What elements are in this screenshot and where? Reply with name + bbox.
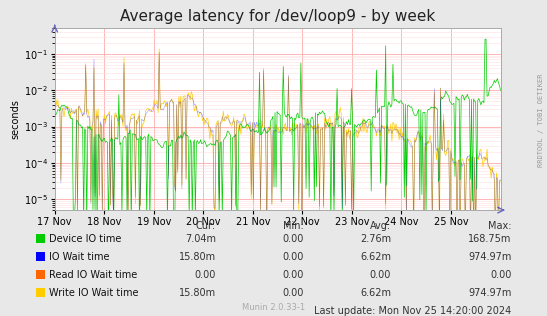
Text: 0.00: 0.00 bbox=[282, 270, 304, 280]
Text: 0.00: 0.00 bbox=[490, 270, 511, 280]
Text: Cur:: Cur: bbox=[196, 221, 216, 231]
Text: Max:: Max: bbox=[488, 221, 511, 231]
Y-axis label: seconds: seconds bbox=[11, 99, 21, 139]
Title: Average latency for /dev/loop9 - by week: Average latency for /dev/loop9 - by week bbox=[120, 9, 435, 25]
Text: Read IO Wait time: Read IO Wait time bbox=[49, 270, 137, 280]
Text: Munin 2.0.33-1: Munin 2.0.33-1 bbox=[242, 303, 305, 312]
Text: 974.97m: 974.97m bbox=[468, 252, 511, 262]
Text: 0.00: 0.00 bbox=[195, 270, 216, 280]
Text: IO Wait time: IO Wait time bbox=[49, 252, 110, 262]
Text: 6.62m: 6.62m bbox=[360, 288, 391, 298]
Text: Min:: Min: bbox=[283, 221, 304, 231]
Text: 7.04m: 7.04m bbox=[185, 234, 216, 244]
Text: 168.75m: 168.75m bbox=[468, 234, 511, 244]
Text: 15.80m: 15.80m bbox=[179, 252, 216, 262]
Text: 0.00: 0.00 bbox=[282, 234, 304, 244]
Text: Write IO Wait time: Write IO Wait time bbox=[49, 288, 139, 298]
Text: Avg:: Avg: bbox=[370, 221, 391, 231]
Text: Device IO time: Device IO time bbox=[49, 234, 121, 244]
Text: 0.00: 0.00 bbox=[370, 270, 391, 280]
Text: RRDTOOL / TOBI OETIKER: RRDTOOL / TOBI OETIKER bbox=[538, 73, 544, 167]
Text: 15.80m: 15.80m bbox=[179, 288, 216, 298]
Text: 0.00: 0.00 bbox=[282, 252, 304, 262]
Text: 6.62m: 6.62m bbox=[360, 252, 391, 262]
Text: 0.00: 0.00 bbox=[282, 288, 304, 298]
Text: Last update: Mon Nov 25 14:20:00 2024: Last update: Mon Nov 25 14:20:00 2024 bbox=[314, 306, 511, 316]
Text: 2.76m: 2.76m bbox=[360, 234, 391, 244]
Text: 974.97m: 974.97m bbox=[468, 288, 511, 298]
